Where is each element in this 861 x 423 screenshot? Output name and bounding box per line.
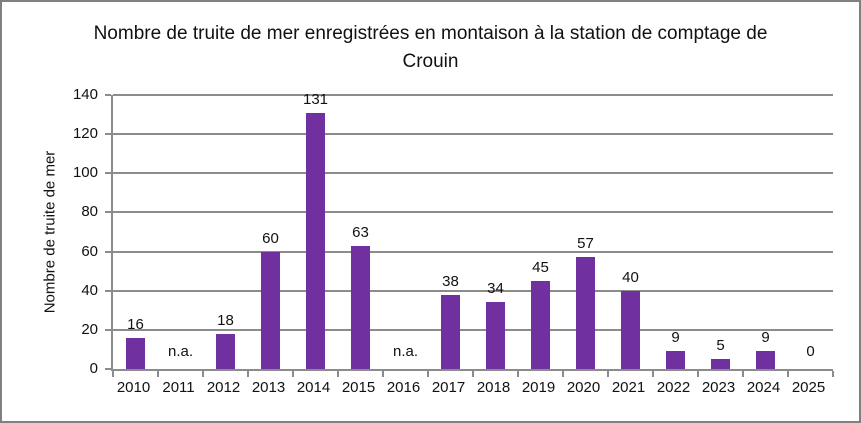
- gridline-80: [113, 211, 833, 214]
- data-label-2022: 9: [671, 329, 680, 347]
- bar-2023: [711, 359, 730, 369]
- x-axis-label-2021: 2021: [611, 379, 646, 396]
- x-axis-tick: [607, 371, 609, 377]
- bar-2014: [306, 112, 325, 369]
- x-axis-label-2025: 2025: [791, 379, 826, 396]
- y-axis-tick: [105, 172, 111, 175]
- y-axis-tick: [105, 368, 111, 370]
- gridline-60: [113, 250, 833, 253]
- y-tick-label: 140: [72, 86, 98, 103]
- data-label-2015: 63: [352, 223, 369, 241]
- data-label-2016: n.a.: [392, 343, 419, 360]
- bar-2012: [216, 333, 235, 369]
- y-axis-tick: [105, 94, 111, 96]
- bar-2013: [261, 251, 280, 369]
- data-label-2025: 0: [806, 343, 815, 360]
- x-axis-tick: [157, 371, 159, 377]
- data-label-2017: 38: [442, 272, 459, 290]
- bar-2018: [486, 302, 505, 369]
- bar-2015: [351, 245, 370, 369]
- x-axis-label-2012: 2012: [206, 379, 241, 396]
- x-axis-label-2010: 2010: [116, 379, 151, 396]
- chart-title: Nombre de truite de mer enregistrées en …: [93, 23, 768, 72]
- x-axis-label-2017: 2017: [431, 379, 466, 396]
- y-tick-label: 80: [81, 203, 98, 221]
- y-tick-label: 120: [72, 125, 98, 143]
- x-axis-tick: [472, 371, 474, 377]
- x-axis-tick: [382, 371, 384, 377]
- y-tick-label: 0: [89, 360, 98, 377]
- y-axis-tick: [105, 133, 111, 136]
- y-tick-label: 20: [81, 320, 98, 338]
- bar-2019: [531, 280, 550, 369]
- data-label-2014: 131: [302, 90, 329, 108]
- x-axis-label-2015: 2015: [341, 379, 376, 396]
- x-axis-tick: [202, 371, 204, 377]
- y-tick-label: 60: [81, 242, 98, 260]
- data-label-2013: 60: [262, 229, 279, 247]
- gridline-20: [113, 328, 833, 331]
- x-axis-label-2013: 2013: [251, 379, 286, 396]
- y-axis-tick: [105, 289, 111, 292]
- x-axis-tick: [697, 371, 699, 377]
- y-axis-tick: [105, 250, 111, 253]
- data-label-2018: 34: [487, 280, 504, 298]
- bar-2017: [441, 294, 460, 369]
- plot-area: 16 n.a. 18 60 131 63 n.a. 38 34 45 57 40 9 5 9 0: [105, 91, 834, 377]
- data-label-2010: 16: [127, 315, 144, 333]
- x-axis-tick: [517, 371, 519, 377]
- bar-2010: [126, 337, 145, 369]
- x-axis-label-2023: 2023: [701, 379, 736, 396]
- data-label-2021: 40: [622, 268, 639, 286]
- x-axis-tick: [832, 371, 834, 377]
- bar-2024: [756, 351, 775, 369]
- x-axis-label-2020: 2020: [566, 379, 601, 396]
- x-axis-tick: [562, 371, 564, 377]
- bar-2022: [666, 351, 685, 369]
- x-axis-tick: [652, 371, 654, 377]
- gridline-40: [113, 289, 833, 292]
- x-axis-tick: [292, 371, 294, 377]
- x-axis-tick: [337, 371, 339, 377]
- gridline-120: [113, 133, 833, 136]
- gridline-140: [113, 94, 833, 96]
- x-axis-label-2016: 2016: [386, 379, 421, 396]
- gridline-100: [113, 172, 833, 175]
- data-label-2023: 5: [716, 337, 725, 355]
- data-label-2024: 9: [761, 329, 770, 347]
- x-axis-label-2024: 2024: [746, 379, 781, 396]
- y-tick-label: 40: [81, 281, 98, 299]
- x-axis-label-2018: 2018: [476, 379, 511, 396]
- x-axis-label-2019: 2019: [521, 379, 556, 396]
- data-label-2012: 18: [217, 311, 234, 329]
- x-axis-tick: [787, 371, 789, 377]
- y-tick-label: 100: [72, 164, 98, 182]
- y-axis-tick: [105, 211, 111, 214]
- x-axis-label-2014: 2014: [296, 379, 331, 396]
- data-label-2019: 45: [532, 258, 549, 276]
- bar-2021: [621, 290, 640, 369]
- bar-2020: [576, 257, 595, 369]
- x-axis-tick: [112, 371, 114, 377]
- x-axis-tick: [247, 371, 249, 377]
- data-label-2011: n.a.: [167, 343, 194, 360]
- x-axis-label-2011: 2011: [162, 379, 195, 396]
- x-axis-tick: [427, 371, 429, 377]
- x-axis-label-2022: 2022: [656, 379, 691, 396]
- x-axis-tick: [742, 371, 744, 377]
- data-label-2020: 57: [577, 235, 594, 253]
- y-axis-tick: [105, 328, 111, 331]
